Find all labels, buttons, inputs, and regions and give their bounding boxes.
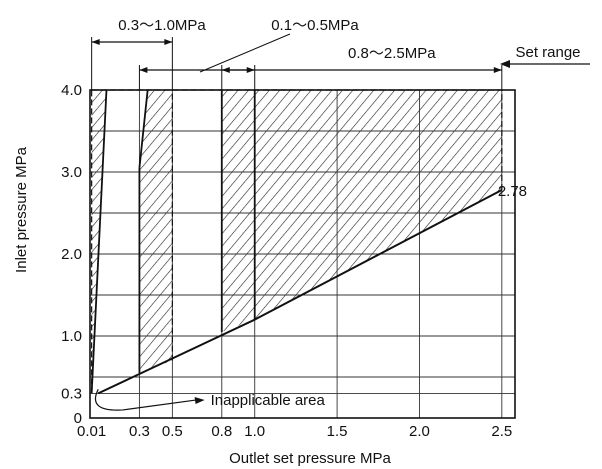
range-arrow-left — [139, 67, 148, 73]
hatched-region-4 — [254, 90, 502, 320]
region-boundary — [90, 89, 108, 394]
x-tick-label: 2.5 — [491, 423, 512, 440]
range-arrow-right — [493, 67, 502, 73]
set-range-label: Set range — [515, 44, 580, 61]
range-arrow-right — [164, 39, 173, 45]
range-label: 0.8～2.5MPa — [348, 45, 436, 62]
set-range-brackets: 0.3～1.0MPa 0.1～0.5MPa 0.8～2.5MPa Set range — [91, 17, 590, 90]
x-tick-label: 1.0 — [244, 423, 265, 440]
x-tick-label: 0.01 — [77, 423, 106, 440]
hatched-regions — [91, 90, 502, 394]
hatched-region-2 — [139, 90, 173, 373]
x-tick-label: 0.3 — [129, 423, 150, 440]
tick-labels: 0.01 0.3 0.5 0.8 1.0 1.5 2.0 2.5 0 0.3 1.0 2.0 3.0 4.… — [61, 82, 512, 440]
value-annotation: 2.78 — [498, 183, 527, 200]
range-label: 0.3～1.0MPa — [118, 17, 206, 34]
range-label: 0.1～0.5MPa — [271, 17, 359, 34]
annotations: 2.78 Inapplicable area — [94, 183, 527, 411]
lower-bound-line — [97, 189, 503, 395]
x-tick-label: 0.5 — [162, 423, 183, 440]
inapplicable-area-label: Inapplicable area — [211, 392, 326, 409]
y-tick-label: 0 — [74, 410, 82, 427]
boundary-lines — [90, 89, 503, 395]
set-range-arrowhead — [500, 60, 510, 68]
x-tick-label: 1.5 — [327, 423, 348, 440]
region-boundary — [138, 89, 149, 168]
x-tick-label: 0.8 — [211, 423, 232, 440]
y-tick-label: 0.3 — [61, 385, 82, 402]
inapplicable-area-pointer — [94, 389, 197, 411]
inapplicable-area-arrowhead — [194, 396, 205, 404]
range-arrow-left — [91, 39, 100, 45]
y-axis-label: Inlet pressure MPa — [13, 146, 30, 273]
range-arrow-left — [221, 67, 230, 73]
y-tick-label: 1.0 — [61, 328, 82, 345]
x-axis-label: Outlet set pressure MPa — [229, 450, 391, 467]
hatched-region-3 — [221, 90, 255, 332]
y-tick-label: 3.0 — [61, 164, 82, 181]
range-leader-line — [199, 33, 291, 73]
y-tick-label: 4.0 — [61, 82, 82, 99]
x-tick-label: 2.0 — [409, 423, 430, 440]
y-tick-label: 2.0 — [61, 246, 82, 263]
